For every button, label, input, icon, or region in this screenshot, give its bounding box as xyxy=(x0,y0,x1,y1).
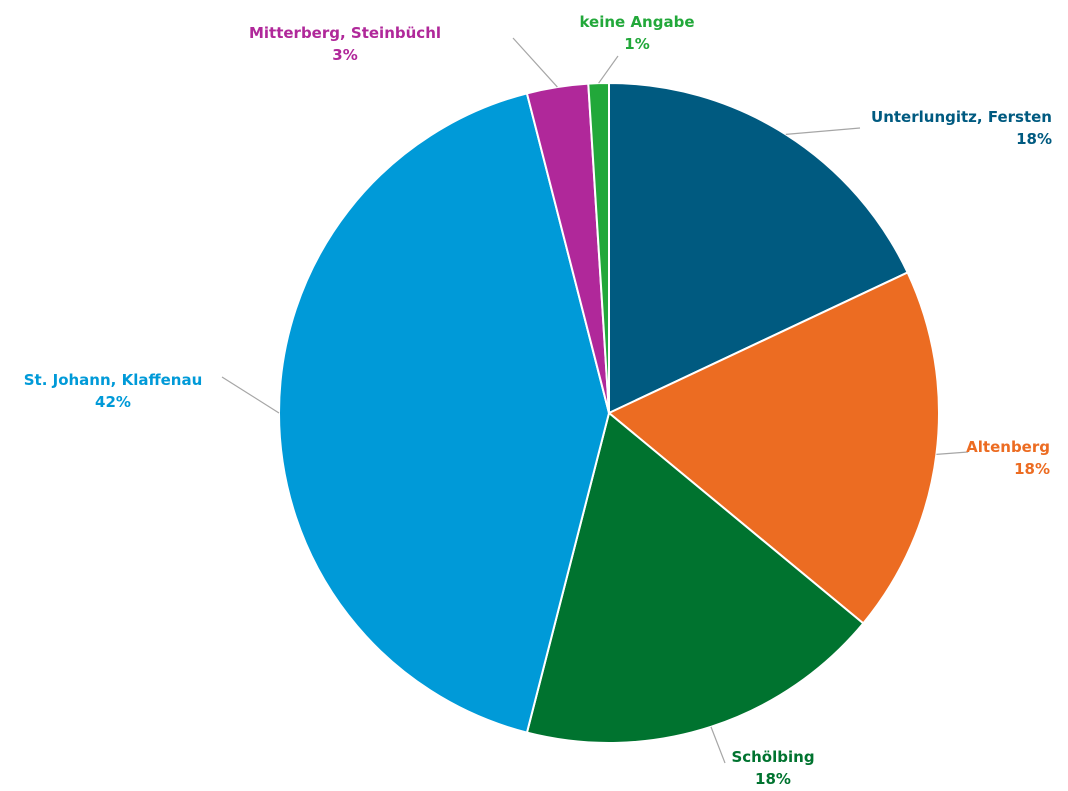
slice-category-label: Altenberg xyxy=(966,438,1050,456)
slice-percent-label: 18% xyxy=(1016,130,1052,148)
leader-line-keine-angabe xyxy=(598,55,619,84)
pie-slices xyxy=(278,81,940,744)
leader-line-altenberg xyxy=(936,451,969,455)
leader-line-unterlungitz-fersten xyxy=(785,127,861,135)
slice-label-unterlungitz-fersten: Unterlungitz, Fersten 18% xyxy=(871,108,1052,148)
pie-slice-unterlungitz-fersten xyxy=(608,81,909,415)
slice-category-label: Mitterberg, Steinbüchl xyxy=(249,24,441,42)
slice-percent-label: 18% xyxy=(755,770,791,788)
slice-percent-label: 42% xyxy=(95,393,131,411)
slice-category-label: Schölbing xyxy=(731,748,814,766)
leader-line-schölbing xyxy=(710,726,726,764)
leader-line-mitterberg-steinbüchl xyxy=(512,37,558,88)
leader-lines xyxy=(221,37,969,764)
slice-label-schölbing: Schölbing 18% xyxy=(731,748,814,788)
slice-percent-label: 1% xyxy=(624,35,649,53)
slice-percent-label: 3% xyxy=(332,46,357,64)
slice-category-label: Unterlungitz, Fersten xyxy=(871,108,1052,126)
pie-slice-schölbing xyxy=(525,411,865,744)
slice-label-st-johann-klaffenau: St. Johann, Klaffenau 42% xyxy=(24,371,203,411)
pie-slice-altenberg xyxy=(607,271,940,625)
pie-slice-st-johann-klaffenau xyxy=(278,92,611,734)
slice-label-keine-angabe: keine Angabe 1% xyxy=(579,13,694,53)
leader-line-st-johann-klaffenau xyxy=(221,376,280,414)
slice-category-label: St. Johann, Klaffenau xyxy=(24,371,203,389)
slice-percent-label: 18% xyxy=(1014,460,1050,478)
slice-labels: Unterlungitz, Fersten 18%Altenberg 18%Schö… xyxy=(24,13,1052,788)
slice-label-altenberg: Altenberg 18% xyxy=(966,438,1050,478)
slice-category-label: keine Angabe xyxy=(579,13,694,31)
pie-slice-keine-angabe xyxy=(587,81,610,414)
slice-label-mitterberg-steinbüchl: Mitterberg, Steinbüchl 3% xyxy=(249,24,441,64)
